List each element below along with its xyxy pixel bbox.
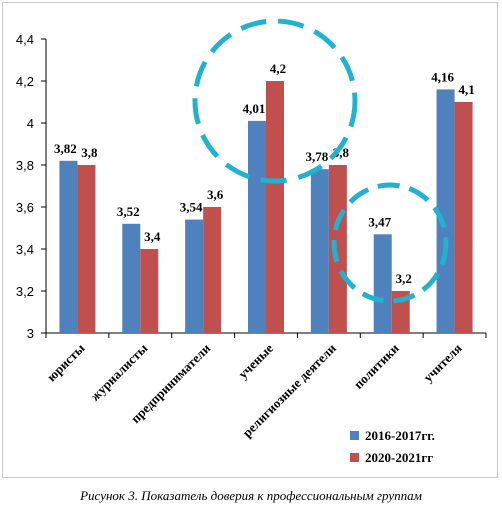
- data-label: 4,2: [270, 61, 286, 76]
- category-label: политики: [351, 340, 403, 392]
- data-label: 3,82: [54, 141, 77, 156]
- bar-series2: [140, 249, 159, 333]
- y-tick-label: 4: [27, 116, 34, 131]
- bar-series1: [436, 89, 455, 334]
- y-tick-label: 3,2: [16, 284, 34, 299]
- data-label: 4,1: [458, 82, 474, 97]
- chart-highlight-circles: [192, 18, 449, 304]
- category-label: журналисты: [87, 341, 150, 404]
- y-tick-label: 3: [27, 326, 34, 341]
- legend-label: 2020-2021гг: [365, 450, 433, 465]
- data-label: 3,8: [81, 145, 98, 160]
- legend-label: 2016-2017гг.: [365, 428, 435, 443]
- bar-series1: [248, 120, 266, 334]
- bar-series1: [185, 219, 204, 333]
- bar-series2: [454, 102, 473, 333]
- data-label: 4,16: [431, 69, 454, 84]
- data-label: 3,54: [180, 200, 203, 215]
- y-tick-label: 3,4: [16, 242, 34, 257]
- highlight-circle-scientists: [192, 18, 358, 184]
- data-label: 3,2: [396, 271, 412, 286]
- y-tick-label: 4,4: [16, 32, 34, 47]
- bar-series2: [77, 165, 96, 333]
- bar-series1: [373, 234, 392, 333]
- bar-series1: [122, 223, 141, 333]
- y-tick-label: 4,2: [16, 74, 34, 89]
- category-label: учителя: [420, 341, 464, 385]
- data-label: 3,6: [207, 187, 224, 202]
- figure-caption: Рисунок 3. Показатель доверия к професси…: [80, 488, 422, 503]
- y-tick-label: 3,6: [16, 200, 34, 215]
- category-label: ученые: [235, 340, 276, 381]
- highlight-circle-politicians: [331, 182, 449, 304]
- bar-series2: [203, 207, 222, 333]
- y-tick-label: 3,8: [16, 158, 34, 173]
- chart-data-labels: 3,82 3,83,523,43,543,64,014,23,78 3,83,473…: [54, 61, 475, 286]
- legend-swatch: [350, 431, 359, 440]
- data-label: 3,4: [144, 229, 161, 244]
- bar-series2: [266, 81, 284, 333]
- data-label: 3,78: [305, 149, 328, 164]
- chart-bars: [59, 81, 473, 334]
- bar-series1: [59, 160, 78, 333]
- legend-swatch: [350, 453, 359, 462]
- bar-series2: [328, 165, 347, 333]
- data-label: 3,47: [368, 214, 391, 229]
- data-label: 3,52: [117, 204, 140, 219]
- chart-legend: 2016-2017гг. 2020-2021гг: [350, 428, 435, 465]
- bar-series1: [310, 169, 329, 333]
- bar-chart: 3 3,2 3,4 3,6 3,8 4 4,2 4,4 3,82 3,8 3,52 3,4 3,54 3…: [16, 18, 487, 465]
- data-label: 4,01: [243, 101, 266, 116]
- category-label: юристы: [44, 341, 88, 385]
